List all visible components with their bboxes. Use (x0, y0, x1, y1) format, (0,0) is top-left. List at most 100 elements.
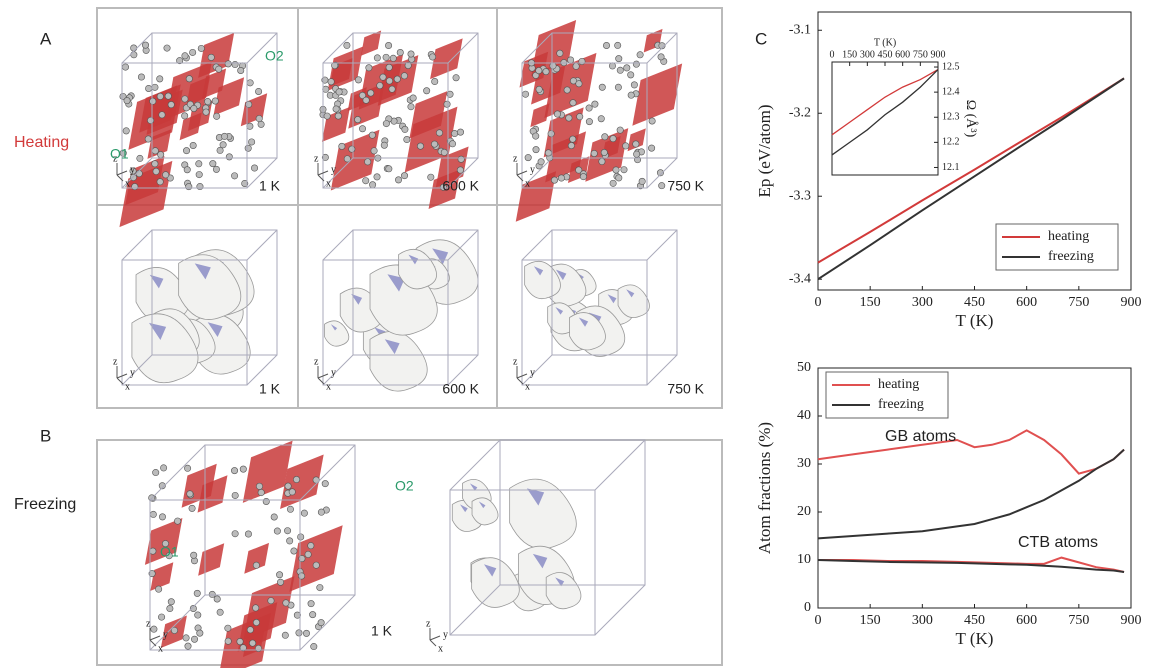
x-axis-title: T (K) (956, 629, 994, 648)
y-tick-label: 12.2 (942, 137, 960, 148)
atom (614, 41, 622, 49)
cube-edge (322, 259, 449, 386)
atom (348, 145, 356, 153)
pore-surface (569, 312, 606, 351)
atom (323, 112, 331, 120)
atom (213, 595, 221, 603)
pore-surface (131, 313, 199, 384)
grain-plane (530, 103, 550, 128)
atom (252, 561, 260, 569)
atom (400, 72, 408, 80)
atom (161, 540, 169, 548)
axis-arrow (149, 639, 157, 647)
atom (167, 101, 175, 109)
grain-plane (237, 602, 278, 652)
panel-label: B (40, 426, 51, 445)
cube-edge (121, 229, 153, 261)
atom (373, 173, 381, 181)
orientation-label: O1 (110, 146, 129, 162)
x-tick-label: 0 (815, 295, 822, 310)
atom (249, 639, 257, 647)
legend-box (995, 223, 1119, 271)
atom (190, 104, 198, 112)
panel-a-frame (96, 7, 723, 409)
atom (284, 527, 292, 535)
y-tick-label: 12.3 (942, 112, 960, 123)
pore-cut (194, 263, 211, 280)
atom (537, 158, 545, 166)
series-line (831, 68, 939, 136)
atom (246, 122, 254, 130)
atom (576, 113, 584, 121)
atom (225, 153, 233, 161)
cube-edge (151, 32, 278, 159)
atom (556, 49, 564, 57)
atom (362, 177, 370, 185)
cube-edge (149, 444, 206, 501)
atom (182, 634, 190, 642)
grain-plane (150, 562, 174, 591)
atom (197, 44, 205, 52)
atom (557, 174, 565, 182)
atom (648, 117, 656, 125)
axis-label: y (331, 367, 336, 378)
atom (524, 154, 532, 162)
axis-arrow (317, 373, 329, 379)
y-tick-label: 50 (797, 360, 811, 375)
temperature-label: 600 K (442, 178, 479, 194)
atom (322, 85, 330, 93)
axis-label: x (158, 643, 163, 654)
atom (148, 570, 156, 578)
atom (396, 49, 404, 57)
atom (385, 165, 393, 173)
x-tick-label: 900 (931, 49, 946, 60)
atom (224, 637, 232, 645)
atom (193, 589, 201, 597)
grain-plane (404, 106, 458, 173)
atom (183, 166, 191, 174)
atom (136, 154, 144, 162)
atom (416, 142, 424, 150)
pore-cut (483, 564, 497, 577)
atom (216, 608, 224, 616)
atom (609, 179, 617, 187)
atom (585, 118, 593, 126)
pore-cut (578, 317, 589, 327)
atom (608, 62, 616, 70)
atom (623, 64, 631, 72)
atom (359, 125, 367, 133)
grain-plane (360, 30, 382, 56)
atom (638, 177, 646, 185)
cube-edge (204, 444, 356, 596)
atom (257, 120, 265, 128)
atom (176, 57, 184, 65)
axis-label: z (146, 618, 151, 629)
x-tick-label: 900 (1121, 613, 1142, 628)
atom (367, 89, 375, 97)
axis-label: x (125, 381, 130, 392)
x-tick-label: 750 (1068, 613, 1089, 628)
grain-plane (198, 32, 235, 78)
atom (149, 97, 157, 105)
y-tick-label: 40 (797, 408, 811, 423)
atom (382, 120, 390, 128)
atom (189, 48, 197, 56)
x-tick-label: 600 (1016, 295, 1037, 310)
cube-edge (322, 62, 449, 189)
panel-b-frame (96, 439, 723, 666)
atom (149, 547, 157, 555)
atom (457, 128, 465, 136)
atom (302, 629, 310, 637)
cube-edge (521, 229, 553, 261)
atom (165, 552, 173, 560)
temperature-label: 750 K (667, 381, 704, 397)
pore-surface (617, 284, 650, 319)
legend-label: heating (1048, 229, 1089, 244)
series-line (817, 559, 1125, 573)
cube-edge (449, 584, 501, 636)
atom (307, 542, 315, 550)
atom (157, 151, 165, 159)
atom (137, 73, 145, 81)
y-tick-label: -3.4 (789, 271, 811, 286)
cube-edge (322, 229, 354, 261)
